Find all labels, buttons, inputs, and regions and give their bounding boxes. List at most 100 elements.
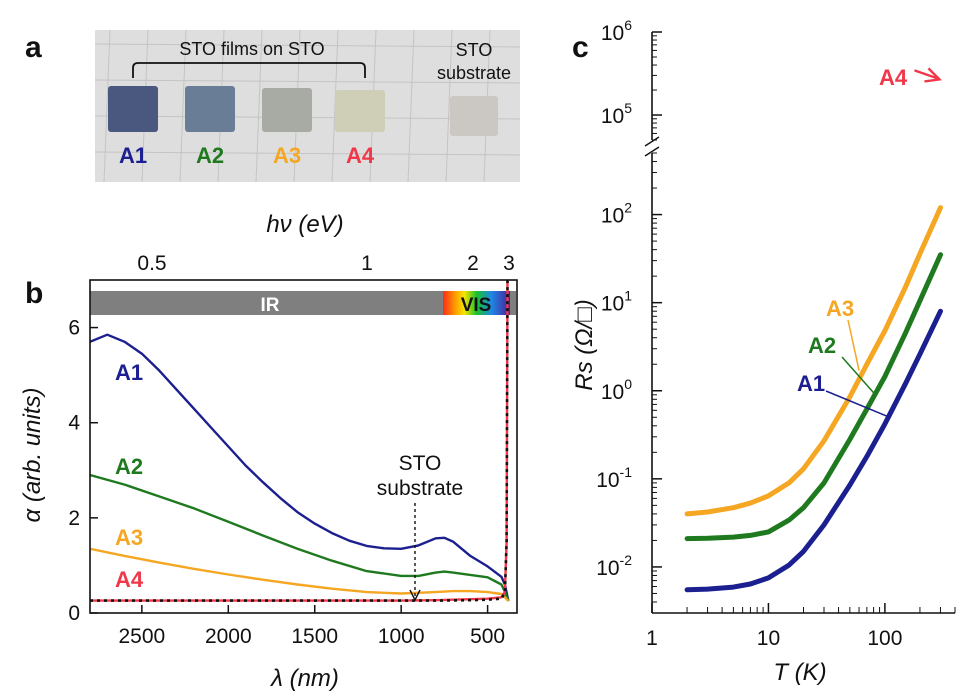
sample-label-a2: A2: [196, 143, 224, 168]
top-tick-2: 2: [467, 252, 479, 275]
b-curve-labels: A1 A2 A3 A4: [115, 360, 144, 592]
c-x-tick-label: 100: [867, 627, 902, 650]
c-y-tick-label: 105: [601, 100, 632, 128]
top-axis-ticks: 0.5 1 2 3: [137, 252, 514, 275]
top-tick-1: 1: [361, 252, 373, 275]
c-y-tick-label: 100: [601, 376, 632, 404]
c-curve-label-a4: A4: [879, 65, 908, 90]
c-y-tick-exponent: 5: [624, 100, 632, 116]
c-series-a1: [684, 308, 943, 593]
b-series-a1: [90, 333, 510, 602]
panel-a-photo: STO films on STO STO substrate A1 A2 A3 …: [94, 29, 521, 183]
axis-break-mark: [644, 136, 660, 147]
a4-arrow-line: [914, 69, 938, 80]
curve-label-a4: A4: [115, 567, 144, 592]
grid-line: [94, 151, 521, 156]
c-y-tick-exponent: -2: [620, 552, 633, 568]
sample-label-a4: A4: [346, 143, 375, 168]
c-y-tick-label: 101: [601, 288, 632, 316]
a4-arrow-head: [924, 67, 943, 83]
grid-line: [445, 29, 453, 183]
b-x-tick-label: 1500: [291, 625, 338, 648]
b-y-tick-label: 0: [68, 602, 80, 625]
annotation-arrow-head: [409, 589, 421, 602]
c-y-tick-exponent: 0: [624, 376, 632, 392]
curve-label-a1: A1: [115, 360, 143, 385]
spectral-band: IR VIS: [90, 291, 516, 316]
annotation-line1: STO: [399, 452, 442, 475]
c-series-a3: [684, 205, 943, 517]
c-x-tick-label: 1: [646, 627, 658, 650]
b-y-axis-title: α (arb. units): [19, 387, 46, 522]
c-curve-label-a3: A3: [826, 296, 854, 321]
panel-b-frame: [89, 279, 518, 614]
c-series-a2: [684, 252, 943, 542]
substrate-label-line1: STO: [456, 40, 493, 60]
panel-a-label: a: [25, 31, 42, 64]
panel-b-curves: [90, 280, 510, 602]
b-x-tick-label: 2500: [119, 625, 166, 648]
ir-band-label: IR: [261, 295, 280, 316]
top-axis-title: hν (eV): [266, 211, 343, 238]
c-y-tick-exponent: 1: [624, 288, 632, 304]
sample-chip-a4: [335, 90, 385, 132]
grid-line: [103, 29, 111, 183]
b-x-tick-label: 2000: [205, 625, 252, 648]
vis-band: [443, 291, 510, 315]
b-series-a3: [90, 547, 510, 602]
grid-line: [179, 29, 187, 183]
c-y-tick-label: 102: [601, 200, 632, 228]
b-x-tick-label: 1000: [378, 625, 425, 648]
b-series-a4: [90, 280, 509, 602]
c-curve-label-a1: A1: [797, 371, 825, 396]
vis-band-label: VIS: [461, 295, 492, 316]
panel-b-label: b: [25, 277, 43, 310]
sample-chip-a1: [108, 86, 158, 132]
grid-line: [407, 29, 415, 183]
top-tick-0: 0.5: [137, 252, 166, 275]
panel-b-axes: 2500 2000 1500 1000 500 0 2 4 6: [68, 317, 505, 648]
uv-band: [510, 291, 516, 315]
c-x-axis-title: T (K): [773, 659, 826, 686]
c-curve-labels: A3 A2 A1 A4: [797, 65, 908, 396]
panel-c-label: c: [572, 31, 589, 64]
sample-chip-a2: [185, 86, 235, 132]
b-series-a2: [90, 473, 510, 602]
b-series-sto-substrate: [90, 280, 509, 602]
substrate-label-line2: substrate: [437, 63, 511, 83]
c-y-tick-exponent: 6: [624, 17, 632, 33]
grid-line: [94, 43, 521, 48]
sample-label-a1: A1: [119, 143, 147, 168]
a2-leader-line: [841, 356, 875, 394]
b-y-tick-label: 4: [68, 412, 80, 435]
c-x-tick-label: 10: [757, 627, 780, 650]
c-y-tick-exponent: 2: [624, 200, 632, 216]
annotation-line2: substrate: [377, 477, 463, 500]
bracket-label: STO films on STO: [179, 39, 324, 59]
substrate-annotation: STO substrate: [377, 452, 463, 602]
c-y-axis-title: Rs (Ω/□): [571, 299, 598, 390]
a3-leader-line: [847, 319, 860, 371]
ir-band: [90, 291, 443, 315]
axis-break-mark: [644, 146, 660, 157]
sample-label-a3: A3: [273, 143, 301, 168]
curve-label-a3: A3: [115, 525, 143, 550]
c-y-tick-label: 10-1: [596, 464, 632, 492]
c-y-tick-label: 106: [601, 17, 632, 45]
top-tick-3: 3: [503, 252, 515, 275]
grid-line: [255, 29, 263, 183]
substrate-chip: [450, 96, 498, 136]
bracket: [132, 62, 366, 78]
bottom-axis-title: λ (nm): [269, 665, 339, 692]
c-y-tick-label: 10-2: [596, 552, 632, 580]
grid-line: [94, 79, 521, 84]
a1-leader-line: [825, 390, 890, 418]
curve-label-a2: A2: [115, 454, 143, 479]
c-curve-label-a2: A2: [808, 333, 836, 358]
c-y-tick-exponent: -1: [620, 464, 633, 480]
b-y-tick-label: 2: [68, 507, 80, 530]
b-x-tick-label: 500: [470, 625, 505, 648]
sample-chip-a3: [262, 88, 312, 132]
